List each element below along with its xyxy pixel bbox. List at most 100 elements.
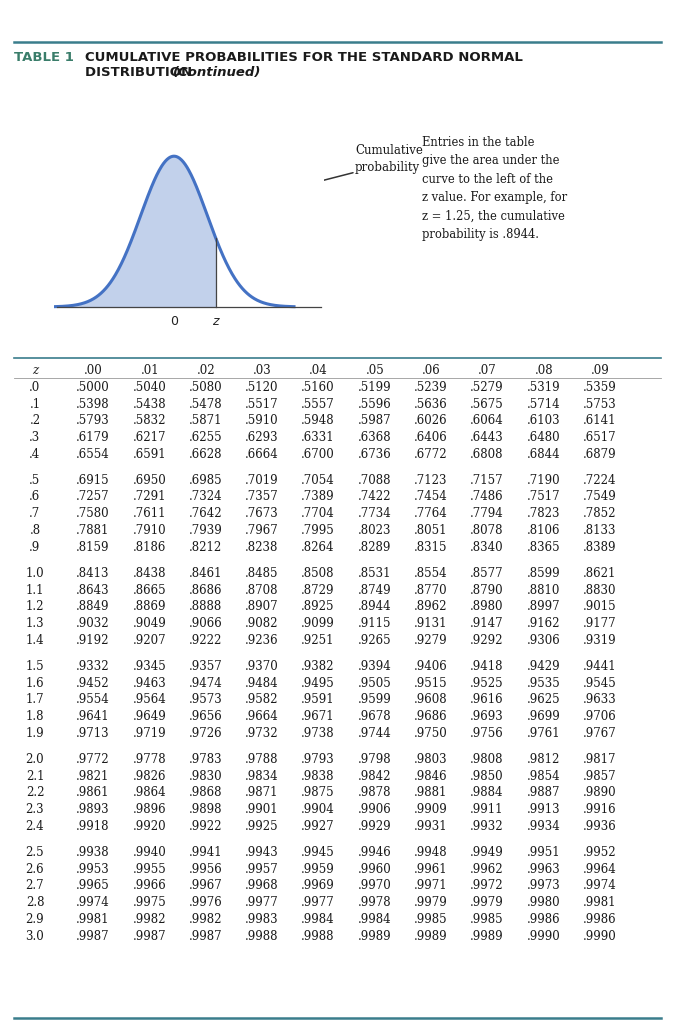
Text: .9147: .9147 bbox=[470, 617, 504, 630]
Text: .5438: .5438 bbox=[133, 397, 167, 411]
Text: .9744: .9744 bbox=[358, 727, 392, 740]
Text: .8708: .8708 bbox=[245, 584, 279, 597]
Text: .9875: .9875 bbox=[301, 786, 335, 800]
Text: .9981: .9981 bbox=[583, 896, 617, 909]
Text: .8888: .8888 bbox=[190, 600, 223, 613]
Text: .5160: .5160 bbox=[301, 381, 335, 393]
Text: 1.5: 1.5 bbox=[26, 659, 45, 673]
Text: .9927: .9927 bbox=[301, 820, 335, 833]
Text: .9162: .9162 bbox=[527, 617, 561, 630]
Text: .5910: .5910 bbox=[245, 415, 279, 427]
Text: .8315: .8315 bbox=[414, 541, 448, 554]
Text: .9938: .9938 bbox=[76, 846, 110, 859]
Text: .6517: .6517 bbox=[583, 431, 617, 444]
Text: .9986: .9986 bbox=[527, 913, 561, 926]
Text: .9625: .9625 bbox=[527, 693, 561, 707]
Text: .8810: .8810 bbox=[527, 584, 561, 597]
Text: .9871: .9871 bbox=[245, 786, 279, 800]
Text: .9463: .9463 bbox=[133, 677, 167, 689]
Text: .5871: .5871 bbox=[189, 415, 223, 427]
Text: 2.4: 2.4 bbox=[26, 820, 45, 833]
Text: .6664: .6664 bbox=[245, 447, 279, 461]
Text: .6950: .6950 bbox=[133, 474, 167, 486]
Text: Cumulative
probability: Cumulative probability bbox=[355, 144, 423, 174]
Text: .8643: .8643 bbox=[76, 584, 110, 597]
Text: .9965: .9965 bbox=[76, 880, 110, 892]
Text: .5319: .5319 bbox=[527, 381, 561, 393]
Text: .7: .7 bbox=[30, 507, 40, 520]
Text: .9896: .9896 bbox=[133, 803, 167, 816]
Text: .9554: .9554 bbox=[76, 693, 110, 707]
Text: 2.6: 2.6 bbox=[26, 862, 45, 876]
Text: .9821: .9821 bbox=[76, 769, 109, 782]
Text: .9850: .9850 bbox=[470, 769, 504, 782]
Text: .9920: .9920 bbox=[133, 820, 167, 833]
Text: .9934: .9934 bbox=[527, 820, 561, 833]
Text: .7734: .7734 bbox=[358, 507, 392, 520]
Text: .9948: .9948 bbox=[414, 846, 448, 859]
Text: 1.6: 1.6 bbox=[26, 677, 45, 689]
Text: .7123: .7123 bbox=[414, 474, 448, 486]
Text: .9951: .9951 bbox=[527, 846, 561, 859]
Text: .06: .06 bbox=[422, 364, 440, 377]
Text: .9976: .9976 bbox=[189, 896, 223, 909]
Text: .5478: .5478 bbox=[189, 397, 223, 411]
Text: .6591: .6591 bbox=[133, 447, 167, 461]
Text: .04: .04 bbox=[308, 364, 327, 377]
Text: .9985: .9985 bbox=[470, 913, 504, 926]
Text: .9979: .9979 bbox=[414, 896, 448, 909]
Text: .9943: .9943 bbox=[245, 846, 279, 859]
Text: .7673: .7673 bbox=[245, 507, 279, 520]
Text: .9279: .9279 bbox=[414, 634, 448, 647]
Text: .8599: .8599 bbox=[527, 566, 561, 580]
Text: .7088: .7088 bbox=[358, 474, 391, 486]
Text: .7454: .7454 bbox=[414, 490, 448, 504]
Text: .8159: .8159 bbox=[76, 541, 110, 554]
Text: .8365: .8365 bbox=[527, 541, 561, 554]
Text: .9418: .9418 bbox=[470, 659, 504, 673]
Text: .8944: .8944 bbox=[358, 600, 391, 613]
Text: .5675: .5675 bbox=[470, 397, 504, 411]
Text: .9236: .9236 bbox=[245, 634, 279, 647]
Text: .9474: .9474 bbox=[189, 677, 223, 689]
Text: .8461: .8461 bbox=[189, 566, 223, 580]
Text: .7704: .7704 bbox=[301, 507, 335, 520]
Text: .9977: .9977 bbox=[301, 896, 335, 909]
Text: .9974: .9974 bbox=[583, 880, 617, 892]
Text: .9980: .9980 bbox=[527, 896, 561, 909]
Text: .7357: .7357 bbox=[245, 490, 279, 504]
Text: .6736: .6736 bbox=[358, 447, 392, 461]
Text: .9953: .9953 bbox=[76, 862, 110, 876]
Text: .9049: .9049 bbox=[133, 617, 167, 630]
Text: .08: .08 bbox=[535, 364, 554, 377]
Text: .9834: .9834 bbox=[245, 769, 279, 782]
Text: .6331: .6331 bbox=[301, 431, 335, 444]
Text: .7939: .7939 bbox=[189, 524, 223, 538]
Text: .8413: .8413 bbox=[76, 566, 110, 580]
Text: 2.1: 2.1 bbox=[26, 769, 45, 782]
Text: .9986: .9986 bbox=[583, 913, 617, 926]
Text: .9966: .9966 bbox=[133, 880, 167, 892]
Text: .9616: .9616 bbox=[470, 693, 504, 707]
Text: .8: .8 bbox=[30, 524, 40, 538]
Text: .8264: .8264 bbox=[301, 541, 335, 554]
Text: .8997: .8997 bbox=[527, 600, 561, 613]
Text: .9925: .9925 bbox=[245, 820, 279, 833]
Text: .9961: .9961 bbox=[414, 862, 448, 876]
Text: .8729: .8729 bbox=[301, 584, 335, 597]
Text: .7517: .7517 bbox=[527, 490, 561, 504]
Text: .9983: .9983 bbox=[245, 913, 279, 926]
Text: .9913: .9913 bbox=[527, 803, 561, 816]
Text: .02: .02 bbox=[196, 364, 215, 377]
Text: 2.2: 2.2 bbox=[26, 786, 45, 800]
Text: .9525: .9525 bbox=[470, 677, 504, 689]
Text: 1.4: 1.4 bbox=[26, 634, 45, 647]
Text: .6293: .6293 bbox=[245, 431, 279, 444]
Text: .9898: .9898 bbox=[189, 803, 223, 816]
Text: .9370: .9370 bbox=[245, 659, 279, 673]
Text: .6141: .6141 bbox=[583, 415, 617, 427]
Text: .9319: .9319 bbox=[583, 634, 617, 647]
Text: .8106: .8106 bbox=[527, 524, 561, 538]
Text: .8577: .8577 bbox=[470, 566, 504, 580]
Text: .9982: .9982 bbox=[133, 913, 167, 926]
